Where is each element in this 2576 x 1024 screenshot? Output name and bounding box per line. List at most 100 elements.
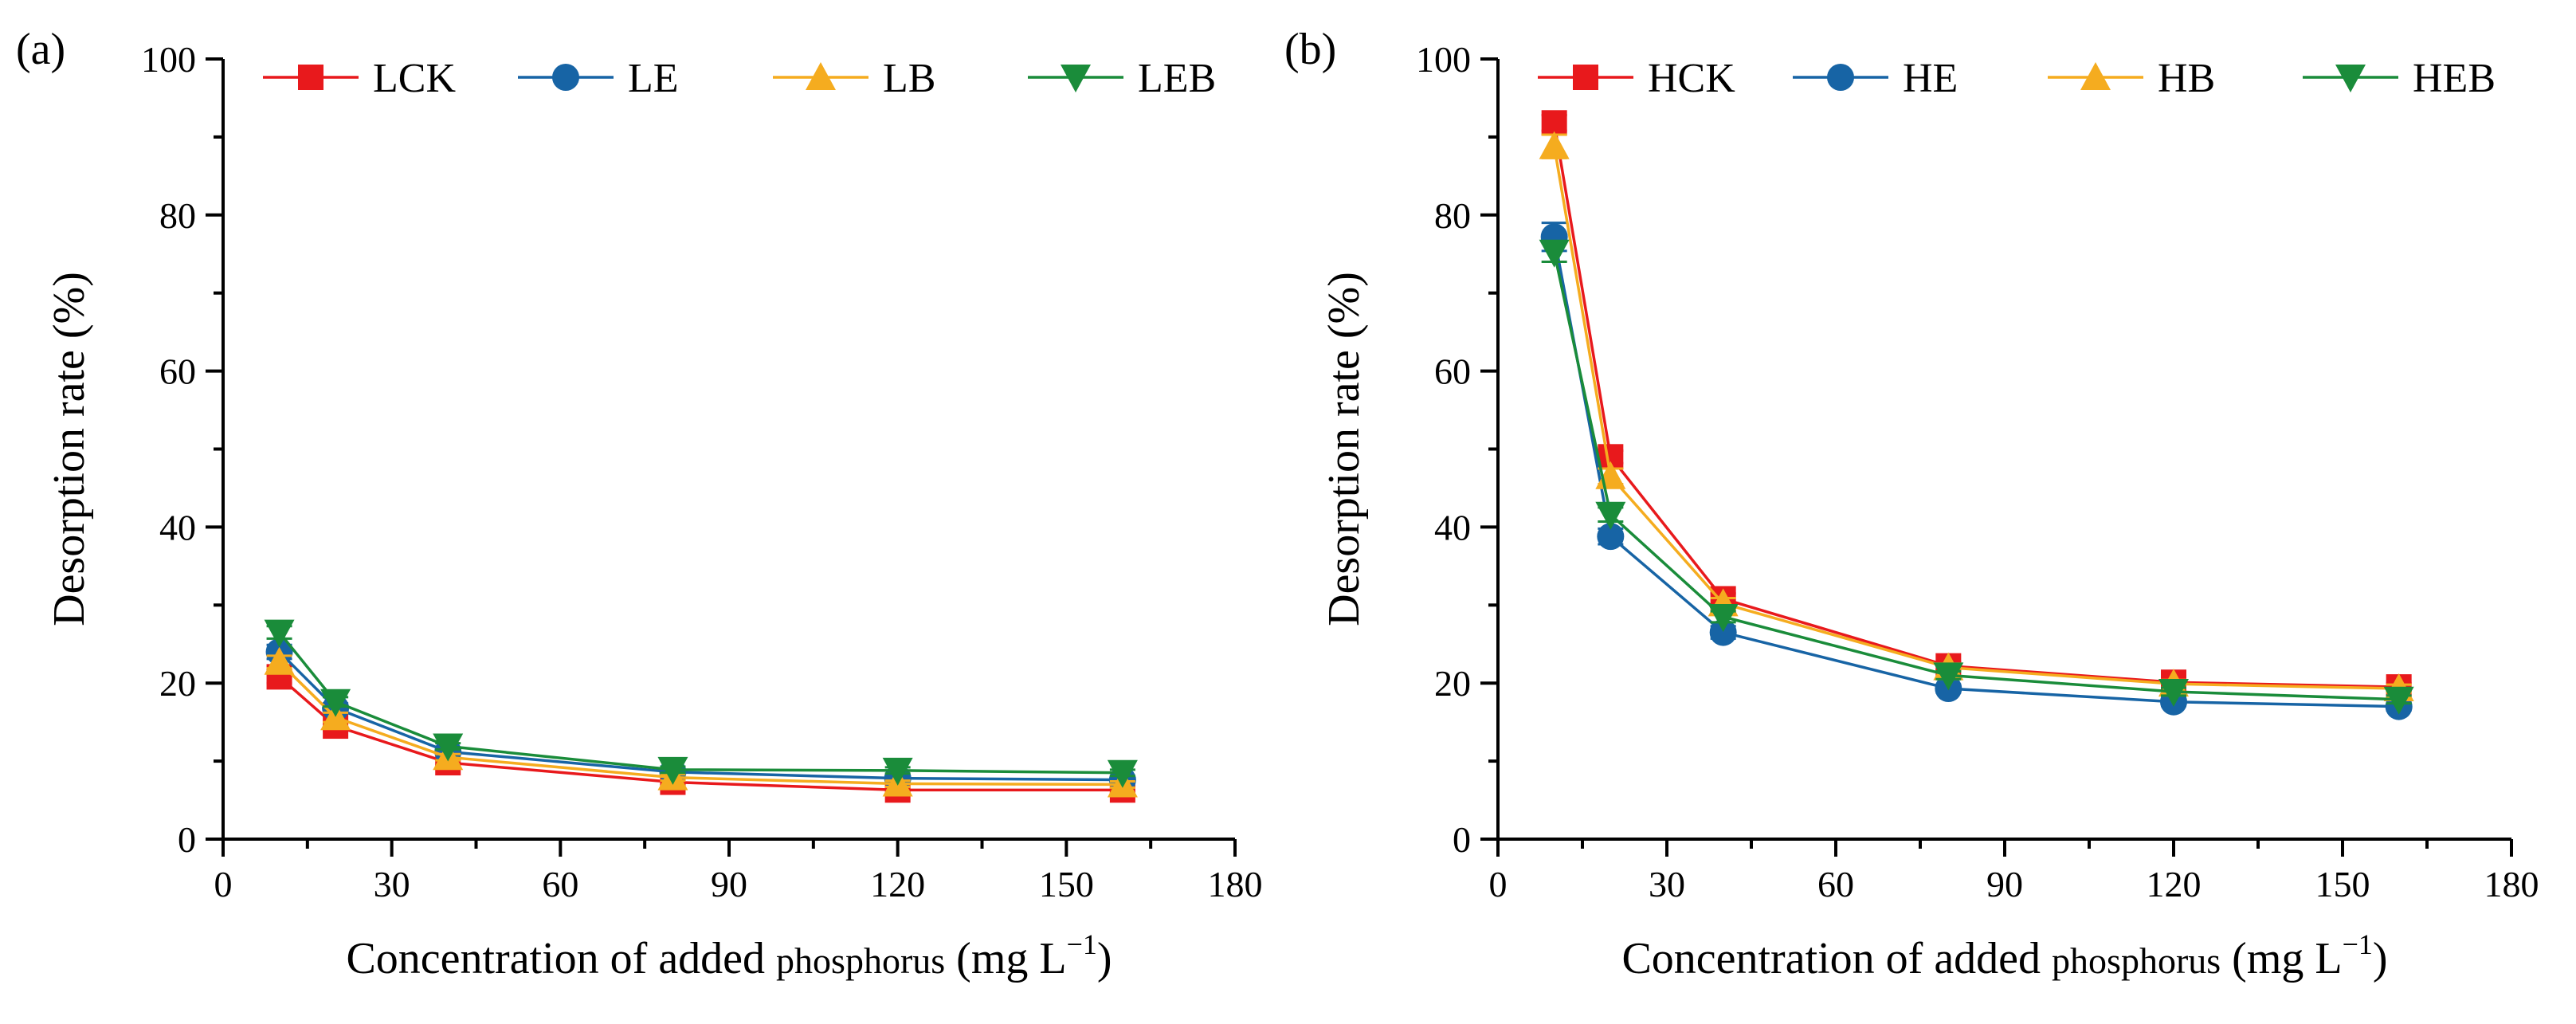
series-line-le: [278, 650, 1123, 782]
x-tick-label: 150: [1039, 864, 1094, 904]
legend-item-lb: LB: [773, 56, 935, 101]
x-axis-title-exponent: −1: [2343, 928, 2373, 960]
legend-item-he: HE: [1793, 56, 1958, 101]
legend-label: HE: [1903, 56, 1958, 101]
data-point-leb: [264, 619, 295, 648]
series-line-heb: [1552, 252, 2399, 701]
x-tick-label: 120: [870, 864, 925, 904]
x-axis-title-unit: (mg L: [945, 934, 1066, 983]
x-tick-label: 0: [1489, 864, 1508, 904]
x-axis-title-main: Concentration of added: [1621, 934, 2052, 983]
data-point-heb: [1933, 662, 1964, 691]
legend-label: LB: [883, 56, 935, 101]
legend-label: LCK: [373, 56, 456, 101]
series-line-lb: [278, 661, 1123, 787]
legend-label: HB: [2158, 56, 2215, 101]
data-point-leb: [433, 733, 464, 762]
legend-marker: [1573, 65, 1598, 90]
legend-marker: [1061, 65, 1091, 92]
data-point-leb: [657, 756, 688, 785]
series-lck: [266, 664, 1135, 803]
legend-item-heb: HEB: [2303, 56, 2496, 101]
y-tick-label: 0: [178, 819, 196, 860]
panel-label: (a): [16, 25, 65, 74]
x-axis-title-main: Concentration of added: [346, 934, 776, 983]
x-tick-label: 60: [542, 864, 578, 904]
y-tick-label: 60: [1434, 351, 1471, 392]
legend-item-leb: LEB: [1028, 56, 1216, 101]
series-hb: [1539, 131, 2414, 702]
x-tick-label: 90: [711, 864, 747, 904]
legend-marker: [2080, 62, 2111, 90]
legend-label: HEB: [2413, 56, 2496, 101]
x-tick-label: 30: [374, 864, 410, 904]
y-axis-title: Desorption rate (%): [45, 272, 94, 626]
legend-marker: [298, 65, 323, 90]
chart-panel-a: 0 20 40 60 80 100 0 30 60 90 120 150 180 Desorption r…: [16, 25, 1263, 983]
data-point-he: [1709, 618, 1737, 646]
y-tick-label: 80: [159, 195, 196, 236]
x-axis-title-close: ): [1097, 934, 1112, 983]
y-tick-label: 80: [1434, 195, 1471, 236]
y-tick-label: 40: [1434, 507, 1471, 547]
data-point-heb: [1708, 603, 1739, 632]
data-point-leb: [320, 689, 351, 717]
x-axis-title-small: phosphorus: [776, 940, 945, 981]
series-heb: [1539, 239, 2414, 715]
y-tick-label: 20: [159, 663, 196, 704]
legend-item-hck: HCK: [1538, 56, 1735, 101]
series-line-hck: [1552, 122, 2399, 689]
legend-item-le: LE: [518, 56, 679, 101]
x-axis-title: Concentration of added phosphorus (mg L−…: [1621, 928, 2387, 983]
x-tick-label: 180: [2484, 864, 2539, 904]
x-tick-label: 60: [1817, 864, 1854, 904]
y-tick-label: 100: [1416, 39, 1471, 80]
x-axis-title-unit: (mg L: [2221, 934, 2342, 983]
x-tick-label: 30: [1649, 864, 1685, 904]
data-point-heb: [2158, 678, 2189, 707]
legend-item-hb: HB: [2048, 56, 2215, 101]
legend-marker: [552, 64, 579, 91]
x-axis-title-small: phosphorus: [2052, 940, 2221, 981]
x-axis-title-close: ): [2373, 934, 2388, 983]
legend-label: HCK: [1648, 56, 1735, 101]
series-line-leb: [278, 631, 1123, 775]
data-point-he: [1597, 523, 1625, 551]
x-tick-label: 150: [2315, 864, 2370, 904]
x-tick-label: 0: [214, 864, 233, 904]
legend-item-lck: LCK: [263, 56, 456, 101]
chart-panel-b: 0 20 40 60 80 100 0 30 60 90 120 150 180 Desorption r…: [1284, 25, 2539, 983]
data-point-heb: [2383, 686, 2414, 715]
y-tick-label: 40: [159, 507, 196, 547]
series-line-he: [1552, 236, 2399, 708]
data-point-heb: [1595, 501, 1626, 530]
y-axis-title: Desorption rate (%): [1319, 272, 1369, 626]
data-point-hb: [1539, 131, 1570, 159]
data-point-lb: [264, 646, 295, 675]
legend-label: LEB: [1138, 56, 1216, 101]
data-point-leb: [1107, 759, 1138, 788]
data-point-heb: [1539, 239, 1570, 268]
y-tick-label: 60: [159, 351, 196, 392]
series-lb: [264, 646, 1138, 798]
series-line-hb: [1552, 146, 2399, 690]
x-axis-title-exponent: −1: [1067, 928, 1097, 960]
x-axis-title: Concentration of added phosphorus (mg L−…: [346, 928, 1112, 983]
series-hck: [1541, 110, 2412, 700]
data-point-leb: [882, 757, 913, 786]
series-leb: [264, 619, 1138, 788]
x-tick-label: 180: [1208, 864, 1263, 904]
legend-marker: [1827, 64, 1854, 91]
legend-label: LE: [628, 56, 679, 101]
x-tick-label: 120: [2147, 864, 2202, 904]
y-tick-label: 20: [1434, 663, 1471, 704]
legend-marker: [2335, 65, 2366, 92]
legend-marker: [806, 62, 836, 90]
y-tick-label: 100: [141, 39, 196, 80]
panel-label: (b): [1284, 25, 1336, 74]
series-he: [1540, 222, 2413, 720]
y-tick-label: 0: [1453, 819, 1471, 860]
x-tick-label: 90: [1986, 864, 2023, 904]
